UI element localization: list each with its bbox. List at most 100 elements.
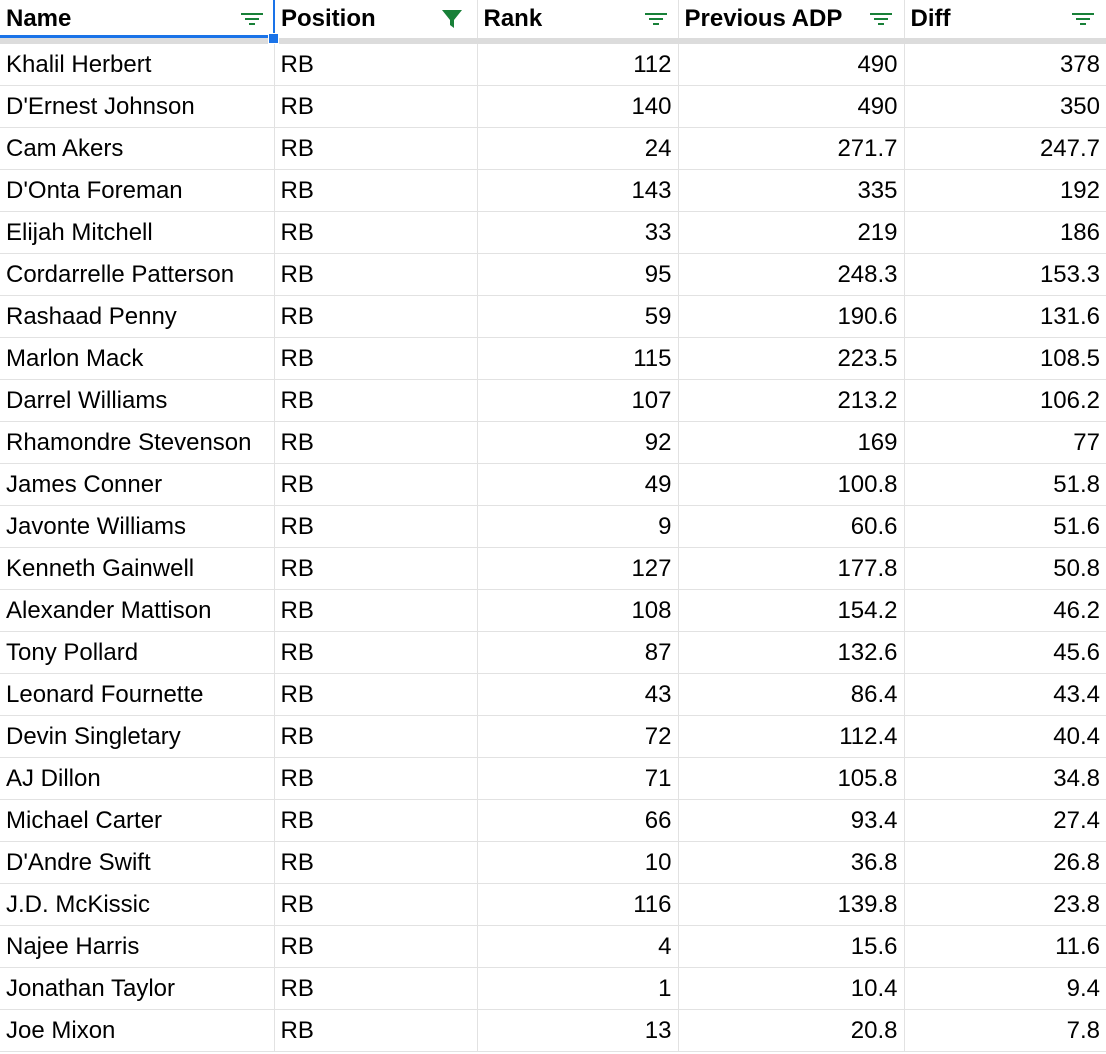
filter-lines-icon[interactable] [240, 0, 264, 38]
cell-position[interactable]: RB [274, 547, 478, 590]
filter-lines-icon[interactable] [869, 0, 893, 38]
cell-diff[interactable]: 40.4 [904, 715, 1106, 758]
cell-position[interactable]: RB [274, 211, 478, 254]
cell-diff[interactable]: 192 [904, 169, 1106, 212]
cell-diff[interactable]: 51.6 [904, 505, 1106, 548]
cell-previous-adp[interactable]: 112.4 [678, 715, 905, 758]
cell-diff[interactable]: 131.6 [904, 295, 1106, 338]
cell-diff[interactable]: 108.5 [904, 337, 1106, 380]
cell-previous-adp[interactable]: 223.5 [678, 337, 905, 380]
cell-rank[interactable]: 72 [477, 715, 679, 758]
cell-previous-adp[interactable]: 20.8 [678, 1009, 905, 1052]
cell-name[interactable]: Khalil Herbert [0, 41, 275, 86]
cell-name[interactable]: AJ Dillon [0, 757, 275, 800]
cell-name[interactable]: J.D. McKissic [0, 883, 275, 926]
cell-diff[interactable]: 50.8 [904, 547, 1106, 590]
cell-diff[interactable]: 23.8 [904, 883, 1106, 926]
cell-diff[interactable]: 378 [904, 41, 1106, 86]
cell-position[interactable]: RB [274, 505, 478, 548]
cell-position[interactable]: RB [274, 589, 478, 632]
cell-diff[interactable]: 46.2 [904, 589, 1106, 632]
cell-name[interactable]: Devin Singletary [0, 715, 275, 758]
cell-rank[interactable]: 24 [477, 127, 679, 170]
cell-diff[interactable]: 43.4 [904, 673, 1106, 716]
cell-position[interactable]: RB [274, 925, 478, 968]
cell-rank[interactable]: 116 [477, 883, 679, 926]
cell-position[interactable]: RB [274, 1009, 478, 1052]
filter-lines-icon[interactable] [1071, 0, 1095, 38]
cell-diff[interactable]: 27.4 [904, 799, 1106, 842]
cell-name[interactable]: Tony Pollard [0, 631, 275, 674]
cell-name[interactable]: James Conner [0, 463, 275, 506]
cell-previous-adp[interactable]: 36.8 [678, 841, 905, 884]
cell-position[interactable]: RB [274, 379, 478, 422]
cell-diff[interactable]: 106.2 [904, 379, 1106, 422]
cell-rank[interactable]: 13 [477, 1009, 679, 1052]
cell-position[interactable]: RB [274, 421, 478, 464]
cell-name[interactable]: Rashaad Penny [0, 295, 275, 338]
cell-previous-adp[interactable]: 10.4 [678, 967, 905, 1010]
cell-previous-adp[interactable]: 490 [678, 85, 905, 128]
cell-rank[interactable]: 10 [477, 841, 679, 884]
cell-rank[interactable]: 115 [477, 337, 679, 380]
cell-position[interactable]: RB [274, 41, 478, 86]
cell-previous-adp[interactable]: 248.3 [678, 253, 905, 296]
cell-previous-adp[interactable]: 100.8 [678, 463, 905, 506]
cell-previous-adp[interactable]: 169 [678, 421, 905, 464]
cell-name[interactable]: Joe Mixon [0, 1009, 275, 1052]
cell-previous-adp[interactable]: 271.7 [678, 127, 905, 170]
cell-rank[interactable]: 71 [477, 757, 679, 800]
cell-diff[interactable]: 77 [904, 421, 1106, 464]
cell-rank[interactable]: 49 [477, 463, 679, 506]
filter-funnel-icon[interactable] [441, 0, 463, 38]
cell-previous-adp[interactable]: 213.2 [678, 379, 905, 422]
cell-rank[interactable]: 112 [477, 41, 679, 86]
cell-rank[interactable]: 127 [477, 547, 679, 590]
cell-rank[interactable]: 143 [477, 169, 679, 212]
cell-diff[interactable]: 247.7 [904, 127, 1106, 170]
cell-rank[interactable]: 1 [477, 967, 679, 1010]
cell-name[interactable]: Najee Harris [0, 925, 275, 968]
column-header-position[interactable]: Position [274, 0, 478, 44]
cell-position[interactable]: RB [274, 85, 478, 128]
cell-name[interactable]: Rhamondre Stevenson [0, 421, 275, 464]
cell-rank[interactable]: 87 [477, 631, 679, 674]
cell-previous-adp[interactable]: 490 [678, 41, 905, 86]
cell-rank[interactable]: 95 [477, 253, 679, 296]
cell-previous-adp[interactable]: 86.4 [678, 673, 905, 716]
cell-name[interactable]: Darrel Williams [0, 379, 275, 422]
cell-rank[interactable]: 59 [477, 295, 679, 338]
cell-position[interactable]: RB [274, 127, 478, 170]
cell-name[interactable]: D'Onta Foreman [0, 169, 275, 212]
cell-name[interactable]: Elijah Mitchell [0, 211, 275, 254]
cell-diff[interactable]: 350 [904, 85, 1106, 128]
cell-position[interactable]: RB [274, 883, 478, 926]
cell-position[interactable]: RB [274, 757, 478, 800]
cell-diff[interactable]: 7.8 [904, 1009, 1106, 1052]
cell-position[interactable]: RB [274, 463, 478, 506]
cell-diff[interactable]: 34.8 [904, 757, 1106, 800]
cell-previous-adp[interactable]: 177.8 [678, 547, 905, 590]
cell-position[interactable]: RB [274, 841, 478, 884]
cell-rank[interactable]: 92 [477, 421, 679, 464]
cell-previous-adp[interactable]: 105.8 [678, 757, 905, 800]
cell-rank[interactable]: 107 [477, 379, 679, 422]
cell-name[interactable]: D'Andre Swift [0, 841, 275, 884]
cell-position[interactable]: RB [274, 967, 478, 1010]
column-header-rank[interactable]: Rank [477, 0, 679, 44]
cell-diff[interactable]: 45.6 [904, 631, 1106, 674]
cell-name[interactable]: Kenneth Gainwell [0, 547, 275, 590]
cell-position[interactable]: RB [274, 799, 478, 842]
cell-rank[interactable]: 33 [477, 211, 679, 254]
cell-diff[interactable]: 9.4 [904, 967, 1106, 1010]
cell-name[interactable]: Marlon Mack [0, 337, 275, 380]
cell-position[interactable]: RB [274, 295, 478, 338]
cell-diff[interactable]: 26.8 [904, 841, 1106, 884]
cell-previous-adp[interactable]: 190.6 [678, 295, 905, 338]
cell-name[interactable]: Alexander Mattison [0, 589, 275, 632]
cell-diff[interactable]: 51.8 [904, 463, 1106, 506]
cell-rank[interactable]: 140 [477, 85, 679, 128]
cell-previous-adp[interactable]: 60.6 [678, 505, 905, 548]
cell-position[interactable]: RB [274, 169, 478, 212]
column-header-previous-adp[interactable]: Previous ADP [678, 0, 905, 44]
